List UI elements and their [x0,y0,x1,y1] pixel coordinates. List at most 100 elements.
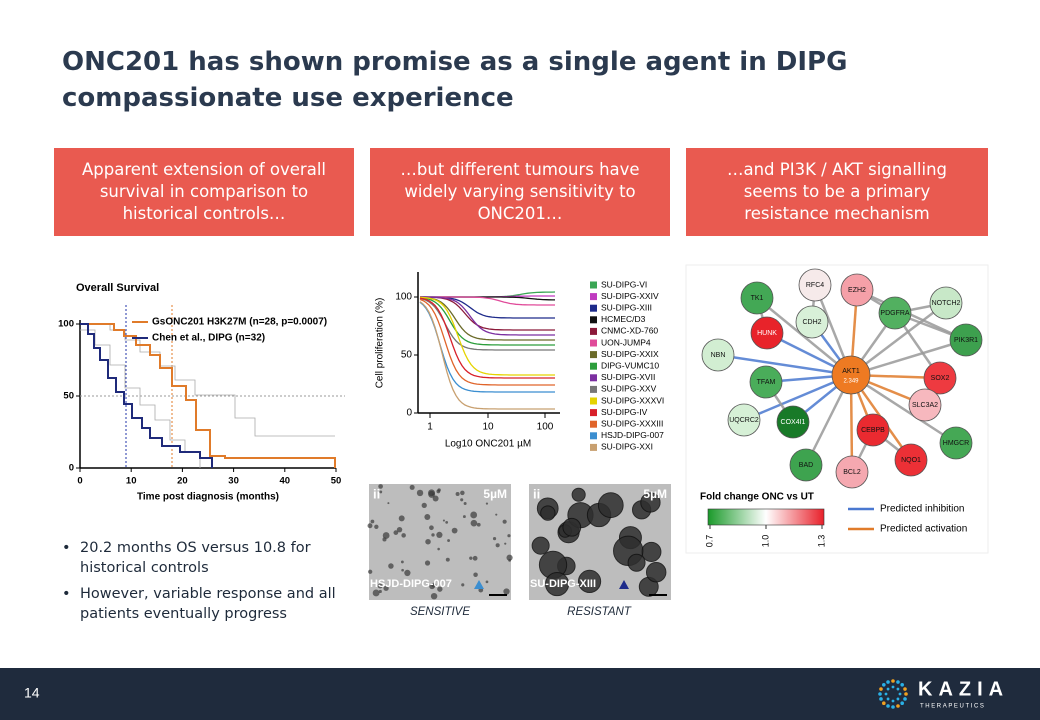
node-label: UQCRC2 [729,417,759,424]
x-tick-label: 100 [537,422,554,433]
legend-entry: Predicted inhibition [880,504,965,515]
logo-dot [879,697,883,701]
x-tick-label: 10 [126,476,137,487]
node [923,361,957,395]
cell [421,502,427,508]
legend-swatch [590,385,597,393]
cell [470,511,478,519]
legend-swatch [590,443,597,451]
legend-entry: SU-DIPG-XIII [601,302,652,312]
cell [372,589,380,597]
cell [374,524,379,529]
cell [472,555,478,561]
logo-dot [886,680,890,684]
spheroid [645,562,667,583]
color-scale [707,508,825,526]
cell [367,523,373,529]
scale-tick-label: 1.3 [816,535,826,548]
logo-dot [884,692,888,696]
legend-entry: CNMC-XD-760 [601,326,658,336]
node [789,448,823,482]
legend-entry: SU-DIPG-XXIV [601,291,659,301]
legend-entry: Chen et al., DIPG (n=32) [152,333,265,344]
node-value: 2.349 [843,379,859,385]
cell [460,490,465,496]
cell [388,563,394,569]
edge [850,373,957,445]
cell [461,583,465,587]
response-curve [419,297,555,346]
cell [445,520,449,524]
cell [377,583,383,589]
cell [460,498,464,502]
cell [383,585,389,591]
legend-entry: SU-DIPG-XXXVI [601,395,664,405]
cell [445,557,450,562]
x-tick-label: 10 [482,422,494,433]
legend-swatch [590,362,597,370]
legend-swatch [590,409,597,417]
cell [425,538,431,545]
legend-entry: SU-DIPG-VI [601,279,647,289]
node [894,443,928,477]
marker [474,580,484,589]
cell [368,569,373,574]
cell [429,583,435,590]
node-label: BCL2 [843,469,861,476]
logo-subtext: THERAPEUTICS [920,704,986,710]
logo-dot [896,704,900,708]
y-tick-label: 0 [69,463,74,474]
x-axis-label: Log10 ONC201 µM [445,439,531,450]
node [856,413,890,447]
cell [387,502,390,505]
legend-entry: SU-DIPG-XXXIII [601,418,663,428]
caption: RESISTANT [567,606,632,618]
response-curve [419,301,555,410]
logo-text: KAZIA [918,678,1009,700]
node-label: NQO1 [901,457,921,464]
cell [495,513,498,516]
panel-tag: ii [373,486,380,501]
node [929,286,963,320]
cell [455,492,460,497]
response-curve [419,296,555,376]
cell [469,556,473,560]
node-label: AKT1 [842,368,860,375]
cell [507,534,511,538]
node-label: NBN [711,352,726,359]
cell [379,490,383,494]
spheroid [531,536,550,555]
cell [476,522,481,527]
page-number: 14 [24,685,40,701]
node [835,455,869,489]
curve-control [80,323,213,468]
logo-dot [878,692,882,696]
cell [436,531,443,539]
logo-dot [882,683,886,687]
cell [495,543,500,548]
edge [856,288,967,342]
edge [850,302,947,376]
node-label: EZH2 [848,287,866,294]
cell [432,495,439,502]
logo-dot [891,685,895,689]
x-axis-label: Time post diagnosis (months) [137,492,279,503]
legend-swatch [590,281,597,289]
spheroid [640,492,661,513]
logo-dot [898,692,902,696]
y-tick-label: 50 [63,391,74,402]
edge [756,297,852,376]
x-tick-label: 1 [427,422,433,433]
panel: …but different tumours have widely varyi… [370,148,670,236]
x-tick-label: 30 [228,476,239,487]
cell [437,547,440,551]
node-label: NOTCH2 [932,300,961,307]
node [749,365,783,399]
cell [401,533,406,538]
logo-dot [891,679,895,683]
cell [485,502,489,505]
legend-entry: HSJD-DIPG-007 [601,430,664,440]
node [727,403,761,437]
cell [473,572,478,578]
